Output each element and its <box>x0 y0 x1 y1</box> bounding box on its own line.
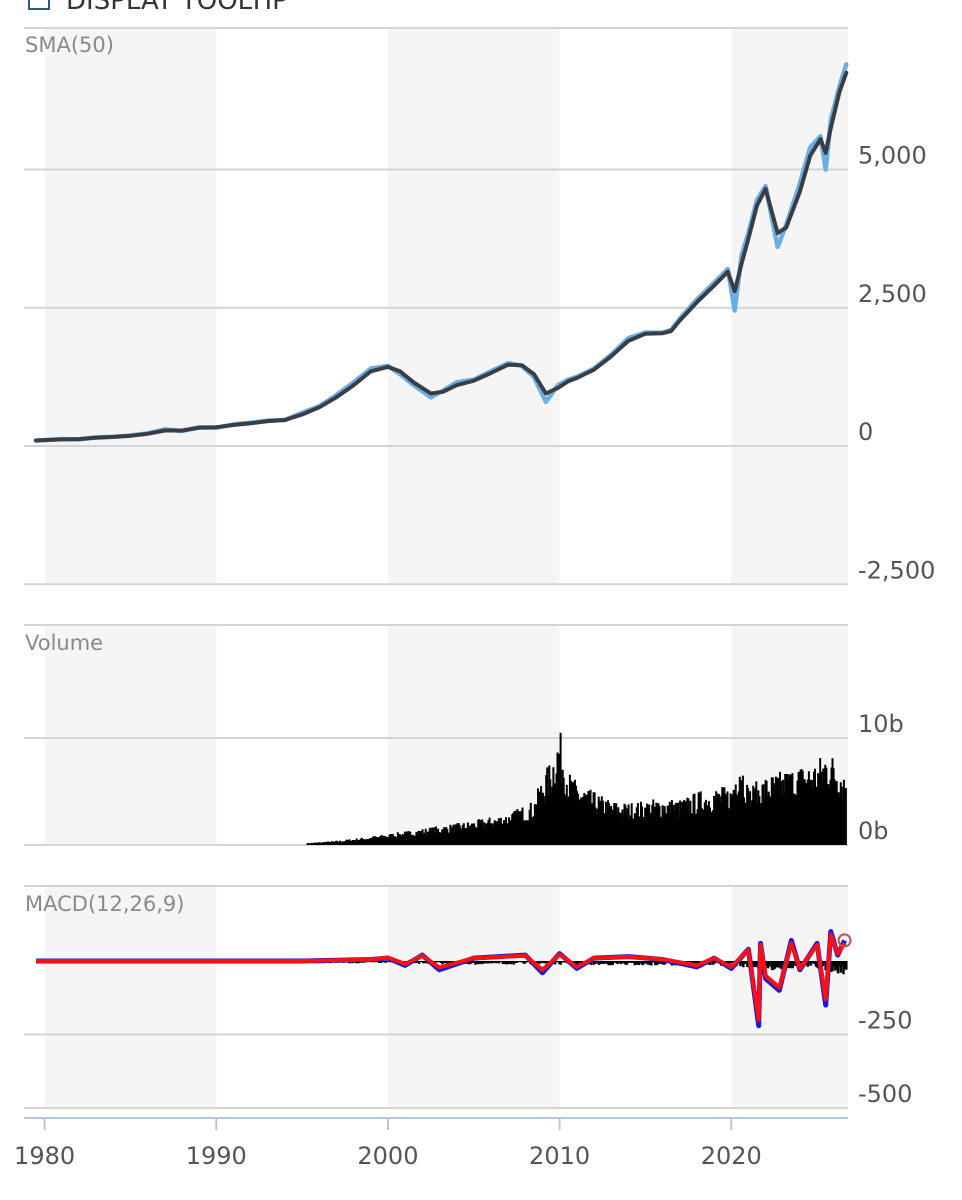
series-layer <box>33 62 852 1029</box>
x-tick-label: 1980 <box>14 1142 75 1170</box>
shaded-band <box>44 28 217 583</box>
macd-end-marker <box>837 933 852 948</box>
y-tick-label: 0b <box>858 817 889 845</box>
shaded-band <box>731 886 848 1108</box>
shaded-band <box>387 28 560 583</box>
panel-title: SMA(50) <box>25 33 114 57</box>
panel-title: Volume <box>25 631 103 655</box>
x-tick-label: 2000 <box>357 1142 418 1170</box>
x-tick-label: 2020 <box>701 1142 762 1170</box>
shaded-band <box>731 28 848 583</box>
y-tick-label: 2,500 <box>858 280 927 308</box>
shaded-band <box>387 886 560 1108</box>
y-tick-label: 0 <box>858 418 873 446</box>
y-tick-label: -2,500 <box>858 556 935 584</box>
signal-line <box>36 932 847 1022</box>
y-tick-label: -250 <box>858 1007 912 1035</box>
volume-area <box>307 780 847 845</box>
x-tick-label: 1990 <box>186 1142 247 1170</box>
display-tooltip-checkbox[interactable] <box>28 0 50 10</box>
shaded-band <box>44 886 217 1108</box>
y-tick-label: 10b <box>858 710 904 738</box>
panel-title: MACD(12,26,9) <box>25 892 185 916</box>
chart-header: DISPLAY TOOLTIP <box>0 0 962 14</box>
chart-labels: SMA(50) 5,000 2,500 0 -2,500 Volume 10b 0b MACD(… <box>14 33 935 1170</box>
y-tick-label: 5,000 <box>858 142 927 170</box>
display-tooltip-label: DISPLAY TOOLTIP <box>66 0 288 14</box>
shaded-bands <box>44 28 848 1108</box>
y-tick-label: -500 <box>858 1080 912 1108</box>
shaded-band <box>44 625 217 845</box>
shaded-band <box>387 625 560 845</box>
x-tick-label: 2010 <box>529 1142 590 1170</box>
sma-line <box>34 70 849 443</box>
